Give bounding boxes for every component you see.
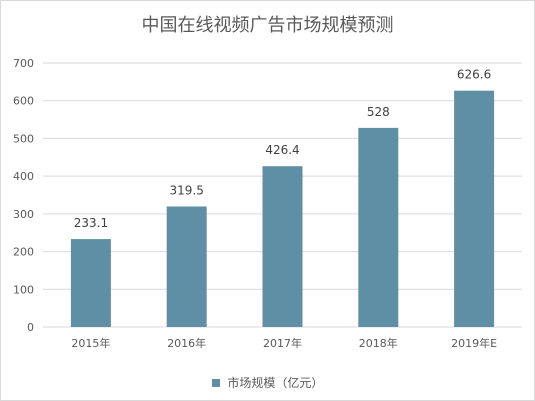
y-tick-label: 0 — [27, 321, 34, 334]
x-tick-label: 2015年 — [71, 336, 110, 350]
y-tick-label: 500 — [13, 132, 34, 145]
bar — [262, 166, 303, 327]
y-tick-label: 200 — [13, 246, 34, 259]
data-label: 426.4 — [265, 143, 299, 157]
y-tick-label: 400 — [13, 170, 34, 183]
chart-title: 中国在线视频广告市场规模预测 — [141, 15, 394, 36]
bar — [166, 206, 207, 327]
bar — [454, 90, 495, 328]
x-tick-label: 2016年 — [167, 336, 206, 350]
y-tick-label: 600 — [13, 95, 34, 108]
data-label: 626.6 — [457, 68, 491, 82]
legend-swatch — [211, 378, 220, 387]
data-label: 233.1 — [74, 216, 108, 230]
legend: 市场规模（亿元） — [1, 374, 534, 391]
bar — [358, 127, 399, 328]
x-tick-label: 2019年E — [451, 336, 497, 350]
y-tick-label: 700 — [13, 57, 34, 70]
x-tick-label: 2018年 — [359, 336, 398, 350]
data-label: 319.5 — [170, 184, 204, 198]
legend-label: 市场规模（亿元） — [227, 376, 324, 390]
bar — [70, 239, 111, 327]
y-tick-label: 100 — [13, 283, 34, 296]
data-label: 528 — [367, 105, 390, 119]
y-tick-label: 300 — [13, 208, 34, 221]
x-tick-label: 2017年 — [263, 336, 302, 350]
